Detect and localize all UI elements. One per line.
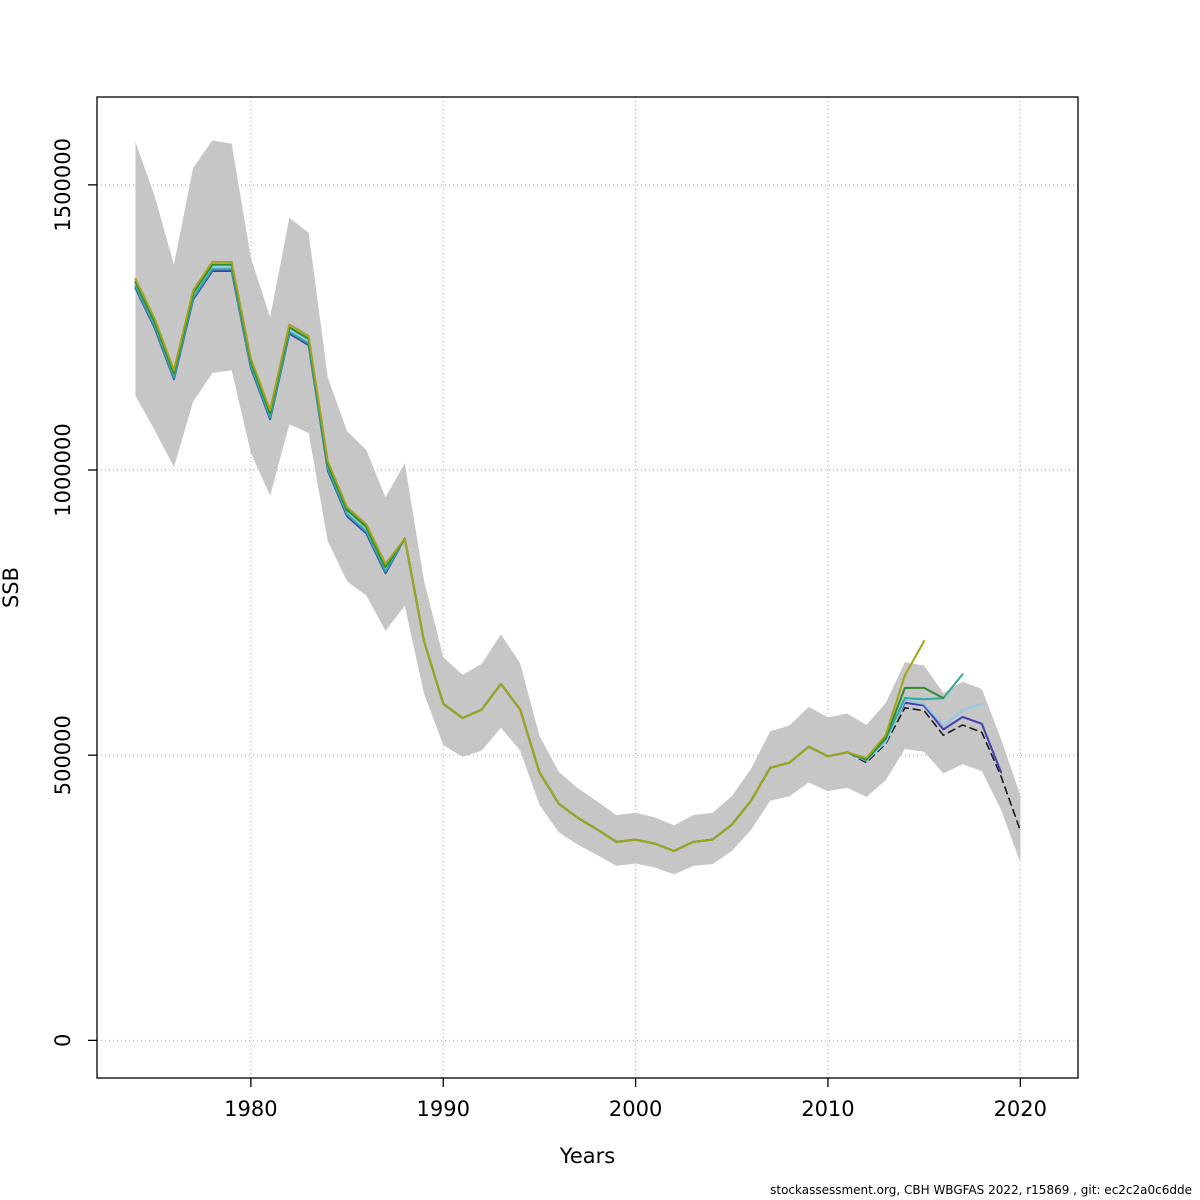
x-tick-label: 2010: [801, 1097, 854, 1121]
y-tick-label: 0: [51, 1034, 75, 1047]
y-tick-label: 1500000: [51, 138, 75, 232]
x-axis-title: Years: [559, 1144, 615, 1168]
y-tick-label: 1000000: [51, 423, 75, 517]
x-tick-label: 2020: [994, 1097, 1047, 1121]
y-axis-title: SSB: [0, 567, 23, 608]
x-tick-label: 1990: [417, 1097, 470, 1121]
plot-border: [96, 96, 1079, 1079]
x-tick-label: 2000: [609, 1097, 662, 1121]
series-retro-2015: [134, 260, 926, 853]
footer-attribution: stockassessment.org, CBH WBGFAS 2022, r1…: [770, 1183, 1192, 1197]
confidence-band: [135, 140, 1021, 875]
x-tick-label: 1980: [224, 1097, 277, 1121]
y-tick-label: 500000: [51, 715, 75, 795]
